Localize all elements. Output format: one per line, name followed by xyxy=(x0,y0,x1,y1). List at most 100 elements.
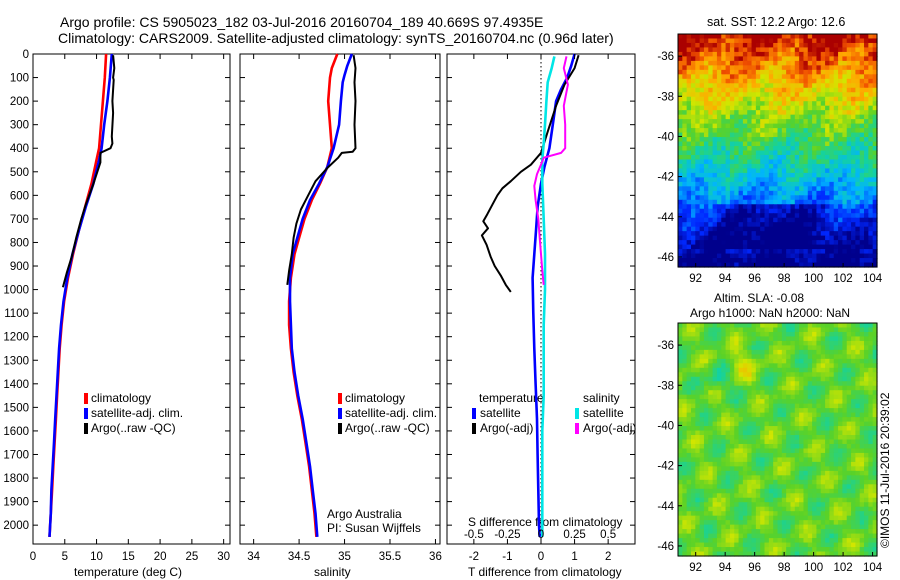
sla-map-cell xyxy=(842,340,848,346)
sla-map-cell xyxy=(742,466,748,472)
sla-map-cell xyxy=(829,443,835,450)
sla-map-cell xyxy=(686,502,692,508)
sla-map-cell xyxy=(764,533,770,539)
sla-map-cell xyxy=(751,376,757,382)
sla-map-cell xyxy=(695,336,701,342)
sla-map-cell xyxy=(846,479,852,485)
sla-map-cell xyxy=(781,457,787,463)
sla-map-cell xyxy=(690,421,696,427)
sst-map-cell xyxy=(829,38,835,44)
sst-map-cell xyxy=(755,105,761,111)
sla-map-cell xyxy=(864,323,869,329)
sst-map-cell xyxy=(820,199,826,205)
sst-map-cell xyxy=(682,235,688,241)
sla-map-cell xyxy=(786,394,792,400)
sst-map-cell xyxy=(725,168,731,174)
sst-map-cell xyxy=(846,56,852,62)
sst-map-cell xyxy=(833,186,839,192)
sst-map-cell xyxy=(773,42,779,49)
sla-map-cell xyxy=(812,452,818,459)
sla-map-cell xyxy=(678,461,683,467)
sst-map-cell xyxy=(781,154,787,161)
sst-map-cell xyxy=(678,141,683,147)
sla-map-cell xyxy=(803,466,809,472)
sla-map-cell xyxy=(846,327,852,333)
sla-map-cell xyxy=(842,426,848,432)
sla-map-cell xyxy=(755,457,761,463)
sla-map-cell xyxy=(699,323,705,329)
sst-map-cell xyxy=(838,258,843,264)
sal-xtick-label: 35.5 xyxy=(379,551,401,563)
sla-map-cell xyxy=(799,533,805,539)
sst-map-cell xyxy=(725,87,731,93)
sst-map-cell xyxy=(842,38,848,44)
sla-map-cell xyxy=(816,349,822,355)
sst-map-cell xyxy=(812,163,818,170)
sst-map-cell xyxy=(872,60,878,66)
sla-map-cell xyxy=(755,470,761,476)
sst-map-cell xyxy=(760,208,766,214)
sst-map-cell xyxy=(786,78,792,84)
sla-map-cell xyxy=(864,484,869,490)
sst-map-cell xyxy=(786,146,792,152)
sst-map-cell xyxy=(812,213,818,219)
sst-map-cell xyxy=(868,163,874,170)
sst-map-cell xyxy=(755,150,761,156)
sst-map-cell xyxy=(712,195,718,201)
sst-map-cell xyxy=(812,195,818,201)
sla-map-cell xyxy=(803,354,809,360)
sla-map-cell xyxy=(859,461,865,467)
sla-map-cell xyxy=(716,524,722,530)
sla-map-cell xyxy=(734,358,740,364)
sla-map-cell xyxy=(747,533,753,539)
sla-map-cell xyxy=(686,497,692,503)
sst-map-cell xyxy=(868,231,874,237)
sla-map-cell xyxy=(786,367,792,373)
sst-map-cell xyxy=(747,159,753,165)
sst-map-cell xyxy=(838,92,843,98)
sla-map-cell xyxy=(686,376,692,382)
sst-map-cell xyxy=(686,258,692,264)
sla-map-cell xyxy=(846,466,852,472)
sst-map-cell xyxy=(760,177,766,183)
sst-map-cell xyxy=(725,226,731,232)
sla-map-cell xyxy=(777,452,783,459)
sla-map-cell xyxy=(851,394,856,400)
sst-map-cell xyxy=(708,51,714,57)
sla-map-cell xyxy=(803,435,809,441)
sla-map-cell xyxy=(872,426,878,432)
sla-map-cell xyxy=(734,479,740,485)
sla-map-cell xyxy=(708,336,714,342)
depth-tick-label: 1100 xyxy=(4,308,29,320)
diff-legend-swatch-ssat xyxy=(575,408,579,419)
sla-map-cell xyxy=(868,470,874,476)
sla-map-cell xyxy=(842,511,848,517)
sla-map-cell xyxy=(838,457,843,463)
sla-map-cell xyxy=(734,372,740,378)
sst-map-cell xyxy=(794,217,800,223)
sla-map-cell xyxy=(786,421,792,427)
sla-map-cell xyxy=(842,390,848,396)
sla-map-cell xyxy=(708,327,714,333)
sla-map-cell xyxy=(816,466,822,472)
sst-map-cell xyxy=(812,83,818,89)
sst-map-cell xyxy=(820,226,826,232)
sla-map-cell xyxy=(682,547,688,553)
sla-map-cell xyxy=(799,506,805,512)
sst-map-cell xyxy=(833,217,839,223)
sla-map-cell xyxy=(855,488,861,494)
sla-map-cell xyxy=(751,399,757,405)
sst-map-cell xyxy=(760,199,766,205)
sst-map-cell xyxy=(799,141,805,147)
sla-map-cell xyxy=(825,331,831,338)
sla-map-cell xyxy=(864,345,869,351)
sla-map-cell xyxy=(781,376,787,382)
sla-map-cell xyxy=(820,439,826,445)
sst-map-cell xyxy=(764,195,770,201)
sst-map-cell xyxy=(807,195,813,201)
sla-map-cell xyxy=(734,345,740,351)
sst-map-cell xyxy=(786,69,792,75)
sla-map-cell xyxy=(786,345,792,351)
sst-map-cell xyxy=(777,56,783,62)
sla-map-cell xyxy=(760,358,766,364)
